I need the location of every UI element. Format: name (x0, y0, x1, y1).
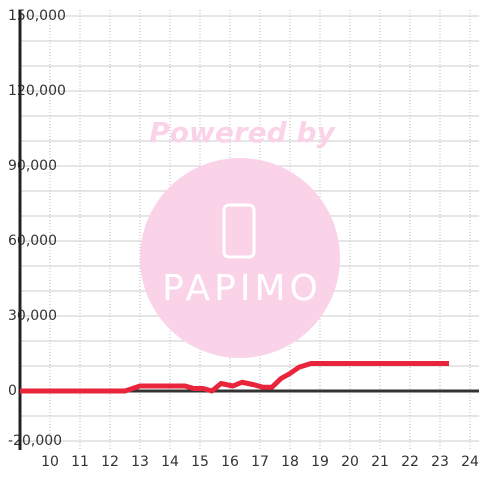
y-tick-label: 30,000 (8, 308, 57, 324)
x-tick-label: 24 (461, 454, 479, 470)
watermark-text: Powered by (149, 116, 336, 149)
y-tick-label: 60,000 (8, 233, 57, 249)
x-tick-label: 15 (191, 454, 209, 470)
x-tick-label: 17 (251, 454, 269, 470)
x-tick-label: 11 (71, 454, 89, 470)
x-tick-label: 21 (371, 454, 389, 470)
data-line (20, 361, 449, 394)
x-tick-label: 16 (221, 454, 239, 470)
x-tick-label: 13 (131, 454, 149, 470)
x-tick-label: 20 (341, 454, 359, 470)
y-tick-label: 90,000 (8, 158, 57, 174)
x-tick-label: 12 (101, 454, 119, 470)
y-tick-label: 120,000 (8, 83, 66, 99)
y-tick-label: 0 (8, 383, 17, 399)
y-tick-label: -20,000 (8, 433, 62, 449)
x-tick-label: 23 (431, 454, 449, 470)
x-tick-label: 19 (311, 454, 329, 470)
x-tick-label: 10 (41, 454, 59, 470)
x-tick-label: 18 (281, 454, 299, 470)
x-tick-label: 22 (401, 454, 419, 470)
watermark-logo: PAPIMO (162, 268, 322, 309)
x-tick-label: 14 (161, 454, 179, 470)
y-tick-label: 150,000 (8, 8, 66, 24)
watermark-icon (222, 203, 256, 259)
